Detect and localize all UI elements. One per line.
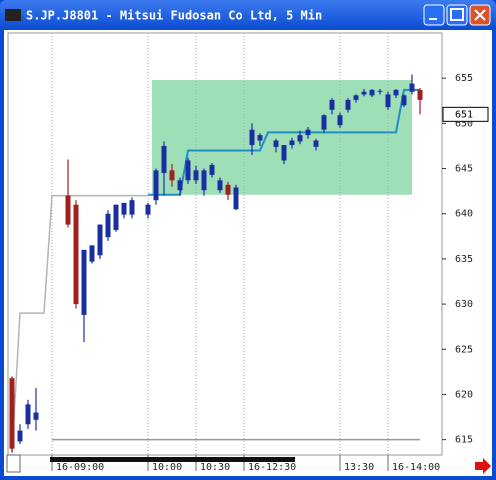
candle-body xyxy=(153,170,159,201)
x-tick-label: 10:30 xyxy=(200,462,230,473)
candle-body xyxy=(177,180,183,191)
indicator-line xyxy=(11,194,148,454)
candle-body xyxy=(17,430,23,442)
candle-body xyxy=(233,187,239,210)
indicator-line xyxy=(148,88,420,196)
candle-body xyxy=(401,95,407,106)
candle-body xyxy=(385,94,391,108)
x-tick-label: 16-14:00 xyxy=(392,462,440,473)
candle-body xyxy=(313,140,319,147)
candle-body xyxy=(121,202,127,215)
candle-body xyxy=(249,129,255,146)
candle-body xyxy=(113,204,119,230)
candle-body xyxy=(169,170,175,181)
candle-body xyxy=(289,140,295,146)
candle-body xyxy=(281,145,287,161)
y-tick-label: 635 xyxy=(455,254,473,265)
highlight-zone xyxy=(152,79,412,195)
candle-body xyxy=(9,378,15,449)
x-tick-label: 16-09:00 xyxy=(56,462,104,473)
scrollbar[interactable] xyxy=(50,457,295,462)
candle-body xyxy=(257,135,263,141)
last-price-label: 651 xyxy=(455,109,473,120)
candle-body xyxy=(209,164,215,175)
y-tick-label: 615 xyxy=(455,435,473,446)
app-icon xyxy=(5,9,21,21)
title-bar xyxy=(0,0,496,30)
candle-body xyxy=(329,99,335,110)
candle-body xyxy=(185,160,191,181)
y-tick-label: 645 xyxy=(455,164,473,175)
y-tick-label: 650 xyxy=(455,118,473,129)
scroll-arrow[interactable] xyxy=(475,458,491,474)
candle-body xyxy=(89,245,95,262)
x-tick-label: 13:30 xyxy=(344,462,374,473)
candle-body xyxy=(345,99,351,110)
candle-body xyxy=(65,195,71,225)
candle-body xyxy=(409,83,415,92)
candle-body xyxy=(73,204,79,305)
candle-body xyxy=(417,89,423,100)
window-title: S.JP.J8801 - Mitsui Fudosan Co Ltd, 5 Mi… xyxy=(26,9,322,23)
candle-body xyxy=(33,412,39,420)
candle-body xyxy=(193,170,199,181)
candle-body xyxy=(353,95,359,100)
candle-body xyxy=(129,200,135,215)
candle-body xyxy=(161,145,167,174)
candle-body xyxy=(25,404,31,425)
candle-body xyxy=(377,90,383,92)
y-tick-label: 625 xyxy=(455,344,473,355)
candle-body xyxy=(201,170,207,191)
candle-body xyxy=(337,115,343,126)
x-tick-label: 16-12:30 xyxy=(248,462,296,473)
candle-body xyxy=(105,213,111,238)
y-tick-label: 620 xyxy=(455,389,473,400)
y-tick-label: 655 xyxy=(455,73,473,84)
candle-body xyxy=(81,249,87,315)
candle-body xyxy=(305,129,311,136)
candle-body xyxy=(273,140,279,147)
candle-body xyxy=(369,89,375,96)
candle-body xyxy=(217,180,223,191)
candle-body xyxy=(361,91,367,95)
corner-box[interactable] xyxy=(6,454,21,473)
last-price-box xyxy=(442,106,489,122)
candle-body xyxy=(393,89,399,96)
minimize-button[interactable] xyxy=(423,4,445,26)
candle-body xyxy=(297,135,303,142)
x-tick-label: 10:00 xyxy=(152,462,182,473)
candle-body xyxy=(145,204,151,215)
y-tick-label: 640 xyxy=(455,209,473,220)
y-tick-label: 630 xyxy=(455,299,473,310)
candle-body xyxy=(321,115,327,130)
candle-body xyxy=(97,224,103,256)
candle-body xyxy=(225,184,231,195)
